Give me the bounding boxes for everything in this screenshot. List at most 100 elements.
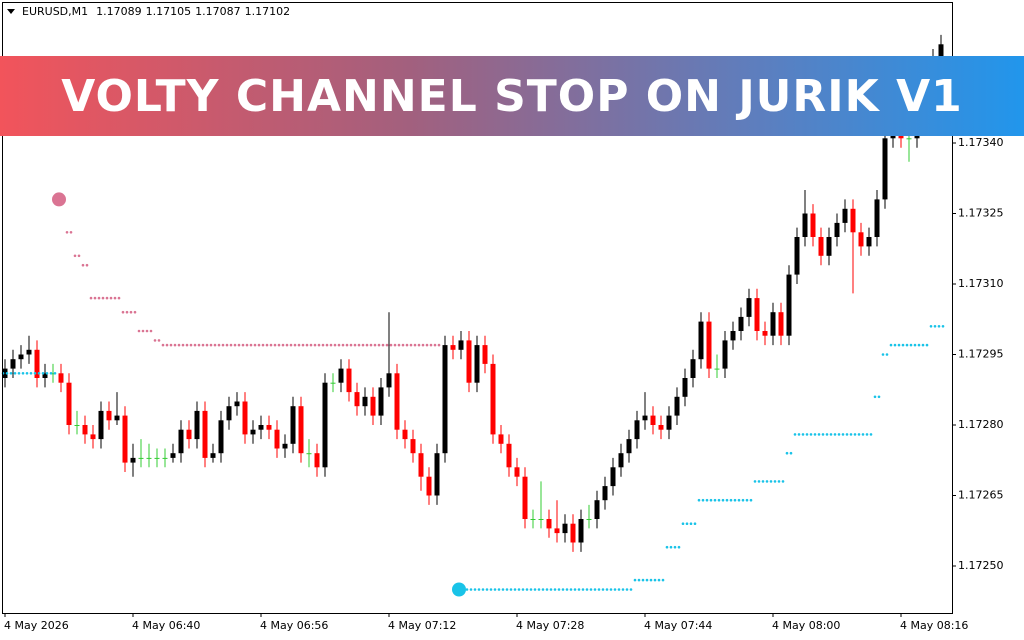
candle-body [554,528,560,534]
stop-dot [281,343,285,347]
stop-dot [433,343,437,347]
x-tick-label: 4 May 06:40 [132,619,200,632]
x-tick-label: 4 May 2026 [4,619,69,632]
candle-body [442,345,448,454]
stop-dot [841,433,845,436]
y-tick-label: 1.17250 [958,559,1004,572]
stop-dot [681,522,685,525]
candle-body [410,439,416,454]
stop-dot [933,325,937,328]
candle-body [786,274,792,336]
candle-body [650,415,656,425]
candle-body [482,345,488,364]
stop-dot [437,343,441,347]
candle-body [658,425,664,430]
stop-dot [345,343,349,347]
stop-dot [229,343,233,347]
candle-body [666,415,672,430]
candle-body [50,373,56,375]
stop-dot [413,343,417,347]
stop-dot [481,588,485,591]
stop-dot [929,325,933,328]
y-tick-label: 1.17280 [958,418,1004,431]
stop-dot [429,343,433,347]
stop-dot [601,588,605,591]
candle-body [218,420,224,454]
x-tick-label: 4 May 06:56 [260,619,328,632]
x-tick-label: 4 May 08:16 [900,619,968,632]
stop-dot [69,231,73,234]
candle-body [26,349,32,355]
stop-dot [745,498,749,502]
candle-body [730,331,736,341]
stop-dot [645,578,649,582]
stop-dot [889,343,893,347]
candle-body [154,457,160,459]
candle-body [42,373,48,378]
stop-dot [73,254,77,258]
y-tick-label: 1.17325 [958,207,1004,220]
stop-dot [149,329,153,333]
candle-body [722,340,728,369]
stop-dot [145,329,149,333]
stop-dot [353,343,357,347]
candle-body [858,232,864,247]
stop-dot [277,343,281,347]
stop-dot [609,588,613,591]
candle-body [434,453,440,496]
stop-dot [217,343,221,347]
candle-body [2,368,8,378]
stop-dot [593,588,597,591]
candle-body [330,382,336,384]
candle-body [162,457,168,459]
stop-dot [485,588,489,591]
symbol-dropdown-icon[interactable] [7,9,15,14]
stop-dot [805,433,809,436]
stop-dot [541,588,545,591]
stop-dot [49,372,53,375]
candle-body [346,368,352,393]
candle-body [66,382,72,425]
chart-header: EURUSD,M1 1.17089 1.17105 1.17087 1.17102 [22,5,290,18]
stop-dot [829,433,833,436]
candle-body [74,425,80,426]
stop-dot [669,545,673,549]
stop-dot [109,296,113,300]
candle-body [282,443,288,449]
stop-dot [785,451,789,455]
stop-dot [405,343,409,347]
stop-dot [709,498,713,502]
candle-body [58,373,64,383]
stop-dot [269,343,273,347]
stop-dot [713,498,717,502]
candle-body [210,453,216,458]
candle-body [698,321,704,360]
stop-dot [417,343,421,347]
stop-dot [289,343,293,347]
candle-body [850,208,856,233]
candle-body [130,457,136,463]
stop-dot [809,433,813,436]
stop-dot [237,343,241,347]
x-tick-label: 4 May 08:00 [772,619,840,632]
stop-dot [837,433,841,436]
stop-dot [845,433,849,436]
stop-dot [409,343,413,347]
candle-body [570,523,576,543]
stop-dot [813,433,817,436]
stop-dot [865,433,869,436]
candle-body [138,457,144,459]
header-high: 1.17105 [146,5,192,18]
candle-body [266,425,272,430]
stop-dot [493,588,497,591]
stop-dot [9,372,13,375]
candle-body [122,415,128,463]
stop-dot [557,588,561,591]
x-tick-label: 4 May 07:44 [644,619,712,632]
stop-dot [893,343,897,347]
stop-dot [81,263,85,267]
stop-dot [597,588,601,591]
symbol: EURUSD,M1 [22,5,88,18]
stop-dot [197,343,201,347]
candle-body [170,453,176,458]
